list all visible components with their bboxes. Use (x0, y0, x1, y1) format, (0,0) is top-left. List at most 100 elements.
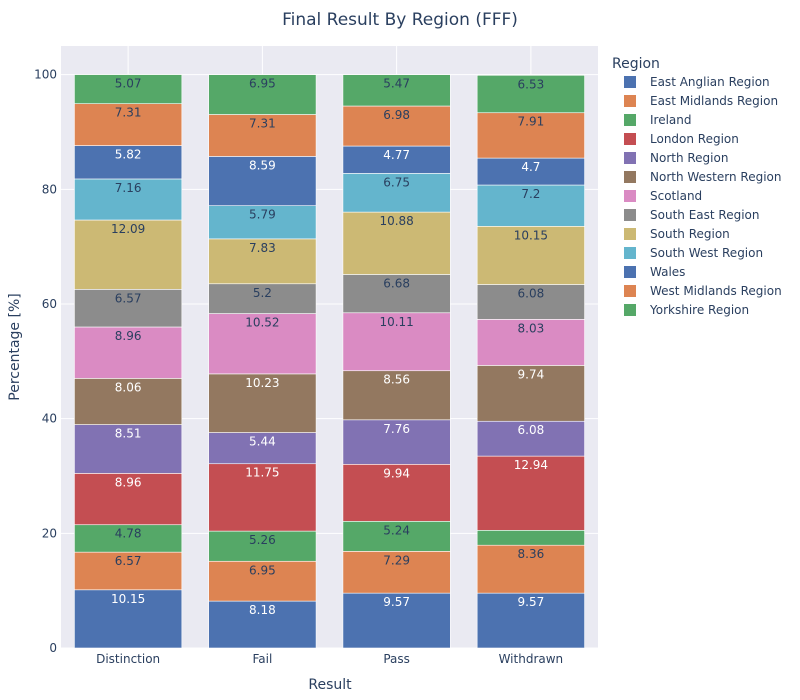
data-label: 7.83 (249, 241, 276, 255)
bar-segment (74, 74, 183, 104)
bar-segment (208, 530, 317, 562)
data-label: 6.98 (383, 108, 410, 122)
data-label: 5.79 (249, 208, 276, 222)
legend-label: South East Region (650, 208, 759, 222)
data-label: 7.91 (518, 115, 545, 129)
bar-segment (476, 544, 585, 594)
legend-swatch (624, 285, 636, 297)
legend-label: West Midlands Region (650, 284, 782, 298)
data-label: 10.52 (245, 316, 279, 330)
bar-segment (342, 464, 451, 522)
data-label: 8.36 (518, 547, 545, 561)
bar-segment (74, 378, 183, 425)
data-label: 5.24 (383, 523, 410, 537)
x-tick-label: Distinction (96, 652, 160, 666)
legend-swatch (624, 247, 636, 259)
bar-segment (342, 211, 451, 275)
data-label: 10.11 (379, 315, 413, 329)
bar-segment (342, 105, 451, 147)
legend-label: Yorkshire Region (649, 303, 749, 317)
bar-segment (476, 365, 585, 422)
data-label: 7.29 (383, 553, 410, 567)
data-label: 10.15 (514, 228, 548, 242)
data-label: 5.82 (115, 148, 142, 162)
legend-label: Ireland (650, 113, 692, 127)
y-tick-label: 20 (42, 526, 57, 540)
bar-segment (208, 114, 317, 157)
data-label: 12.09 (111, 222, 145, 236)
bar-segment (74, 551, 183, 591)
x-tick-label: Withdrawn (499, 652, 564, 666)
bar-segment (342, 370, 451, 421)
data-label: 11.75 (245, 466, 279, 480)
legend-label: London Region (650, 132, 739, 146)
x-tick-label: Pass (383, 652, 410, 666)
bar-segment (476, 420, 585, 457)
data-label: 7.16 (115, 181, 142, 195)
bar-segment (342, 145, 451, 174)
bar-segment (342, 74, 451, 107)
data-label: 8.96 (115, 329, 142, 343)
data-label: 9.74 (518, 367, 545, 381)
data-label: 4.77 (383, 148, 410, 162)
bar-segment (476, 529, 585, 546)
data-label: 6.08 (518, 423, 545, 437)
legend-label: South Region (650, 227, 730, 241)
legend-swatch (624, 133, 636, 145)
legend-label: East Midlands Region (650, 94, 778, 108)
bar-segment (208, 205, 317, 240)
data-label: 7.76 (383, 422, 410, 436)
data-label: 7.31 (249, 117, 276, 131)
data-label: 6.95 (249, 77, 276, 91)
legend-swatch (624, 171, 636, 183)
bar-segment (476, 319, 585, 366)
bar-segment (342, 592, 451, 649)
data-label: 8.96 (115, 475, 142, 489)
x-axis-title: Result (308, 677, 352, 693)
bar-segment (208, 156, 317, 206)
data-label: 8.56 (383, 373, 410, 387)
x-tick-labels: Distinction Fail Pass Withdrawn (96, 652, 563, 666)
legend-swatch (624, 266, 636, 278)
y-tick-label: 0 (49, 641, 57, 655)
legend-swatch (624, 228, 636, 240)
legend-swatch (624, 114, 636, 126)
bar-segment (476, 74, 585, 114)
legend-swatch (624, 95, 636, 107)
bar-segment (208, 74, 317, 115)
y-axis-title: Percentage [%] (7, 293, 23, 400)
data-label: 9.94 (383, 466, 410, 480)
data-label: 8.59 (249, 158, 276, 172)
data-label: 10.88 (379, 214, 413, 228)
data-label: 5.2 (253, 286, 272, 300)
bar-segment (342, 312, 451, 372)
bar-segment (208, 238, 317, 285)
bar-segment (208, 463, 317, 532)
data-label: 6.57 (115, 291, 142, 305)
legend-swatch (624, 190, 636, 202)
legend-label: North Region (650, 151, 728, 165)
bar-segment (208, 432, 317, 465)
data-label: 6.68 (383, 276, 410, 290)
bars-layer (74, 74, 585, 649)
legend-swatch (624, 152, 636, 164)
y-tick-label: 60 (42, 297, 57, 311)
data-label: 4.78 (115, 527, 142, 541)
data-label: 6.95 (249, 563, 276, 577)
bar-segment (342, 520, 451, 552)
bar-segment (208, 283, 317, 314)
data-label: 4.7 (521, 160, 540, 174)
data-label: 5.47 (383, 77, 410, 91)
data-label: 10.15 (111, 592, 145, 606)
legend-label: South West Region (650, 246, 763, 260)
bar-segment (208, 313, 317, 375)
bar-segment (74, 524, 183, 553)
legend-items: East Anglian Region East Midlands Region I… (624, 75, 782, 317)
data-label: 9.57 (518, 595, 545, 609)
legend-swatch (624, 76, 636, 88)
bar-segment (476, 112, 585, 159)
legend-label: Scotland (650, 189, 702, 203)
bar-segment (74, 589, 183, 649)
data-label: 10.23 (245, 376, 279, 390)
